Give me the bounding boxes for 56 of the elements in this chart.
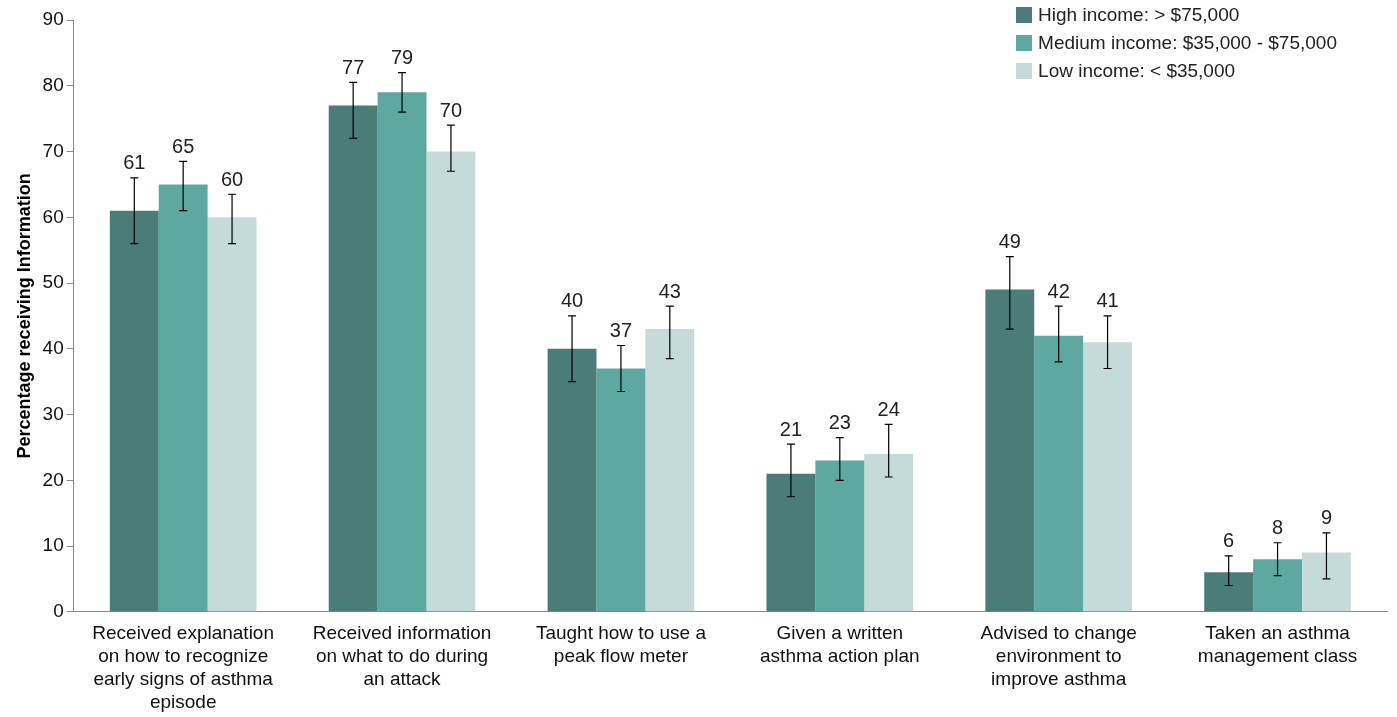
data-label: 65 [172, 134, 195, 157]
bar [328, 105, 378, 612]
bar [377, 92, 427, 612]
x-tick-label: Received explanation on how to recognize early signs of asthma episode [92, 622, 275, 712]
data-label: 49 [998, 230, 1021, 253]
x-tick-label: Advised to change environment to improve asthma [980, 622, 1137, 690]
y-tick-label: 60 [42, 205, 64, 227]
data-label: 77 [342, 55, 365, 78]
data-label: 23 [828, 411, 851, 434]
data-label: 43 [658, 279, 681, 302]
data-label: 42 [1047, 279, 1070, 302]
bar [815, 460, 865, 612]
bar [547, 348, 597, 612]
legend-label: Low income: < $35,000 [1038, 60, 1236, 82]
legend-label: High income: > $75,000 [1038, 4, 1240, 26]
data-label: 40 [560, 289, 584, 312]
bar [645, 329, 695, 612]
data-label: 37 [609, 319, 633, 342]
legend-label: Medium income: $35,000 - $75,000 [1038, 32, 1337, 54]
x-tick-label: Taught how to use a peak flow meter [535, 622, 707, 667]
y-tick-label: 30 [42, 402, 64, 424]
y-tick-label: 90 [42, 8, 64, 30]
data-label: 8 [1272, 516, 1284, 539]
bar [109, 210, 159, 612]
bar [426, 151, 476, 612]
y-axis-title: Percentage receiving Information [13, 173, 34, 459]
bar [1253, 559, 1302, 612]
y-tick-label: 50 [42, 271, 64, 293]
bar [1083, 342, 1133, 612]
y-tick-label: 80 [42, 73, 64, 95]
y-tick-label: 20 [42, 468, 64, 490]
bar [207, 217, 257, 612]
y-tick-label: 40 [42, 337, 64, 359]
bar [1034, 335, 1084, 612]
bar [1204, 572, 1254, 612]
data-label: 79 [390, 46, 414, 69]
bar [158, 184, 208, 612]
data-label: 21 [779, 417, 803, 440]
data-label: 9 [1320, 506, 1333, 529]
y-tick-label: 70 [42, 139, 64, 161]
data-label: 41 [1096, 289, 1119, 312]
data-label: 6 [1223, 529, 1235, 552]
bar [864, 453, 914, 612]
data-label: 24 [877, 397, 900, 420]
data-label: 70 [439, 98, 463, 121]
y-tick-label: 10 [42, 534, 64, 556]
bar [1302, 552, 1351, 612]
x-tick-label: Given a written asthma action plan [760, 622, 920, 667]
bar [596, 368, 646, 612]
data-label: 61 [123, 151, 146, 174]
y-tick-label: 0 [53, 600, 64, 622]
x-tick-label: Taken an asthma management class [1197, 622, 1358, 667]
bar [766, 473, 816, 612]
x-tick-label: Received information on what to do during an attack [312, 622, 492, 690]
bar [985, 289, 1035, 612]
data-label: 60 [220, 167, 244, 190]
